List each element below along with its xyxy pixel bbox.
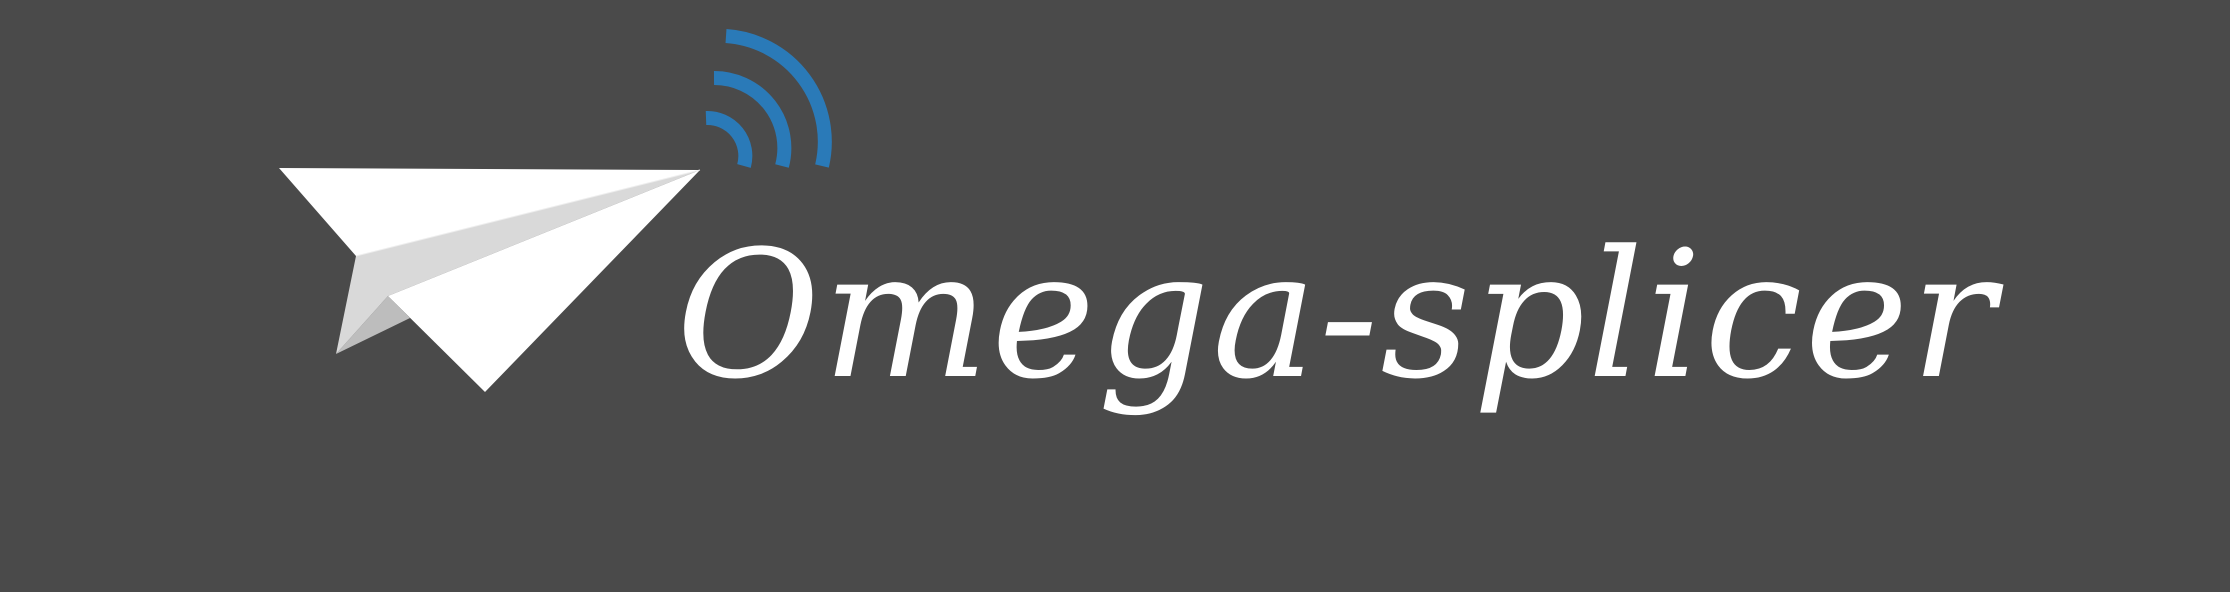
wordmark: Omega-splicer (676, 213, 1997, 418)
paper-plane-icon (279, 168, 701, 392)
wireless-signal-icon (705, 29, 832, 168)
